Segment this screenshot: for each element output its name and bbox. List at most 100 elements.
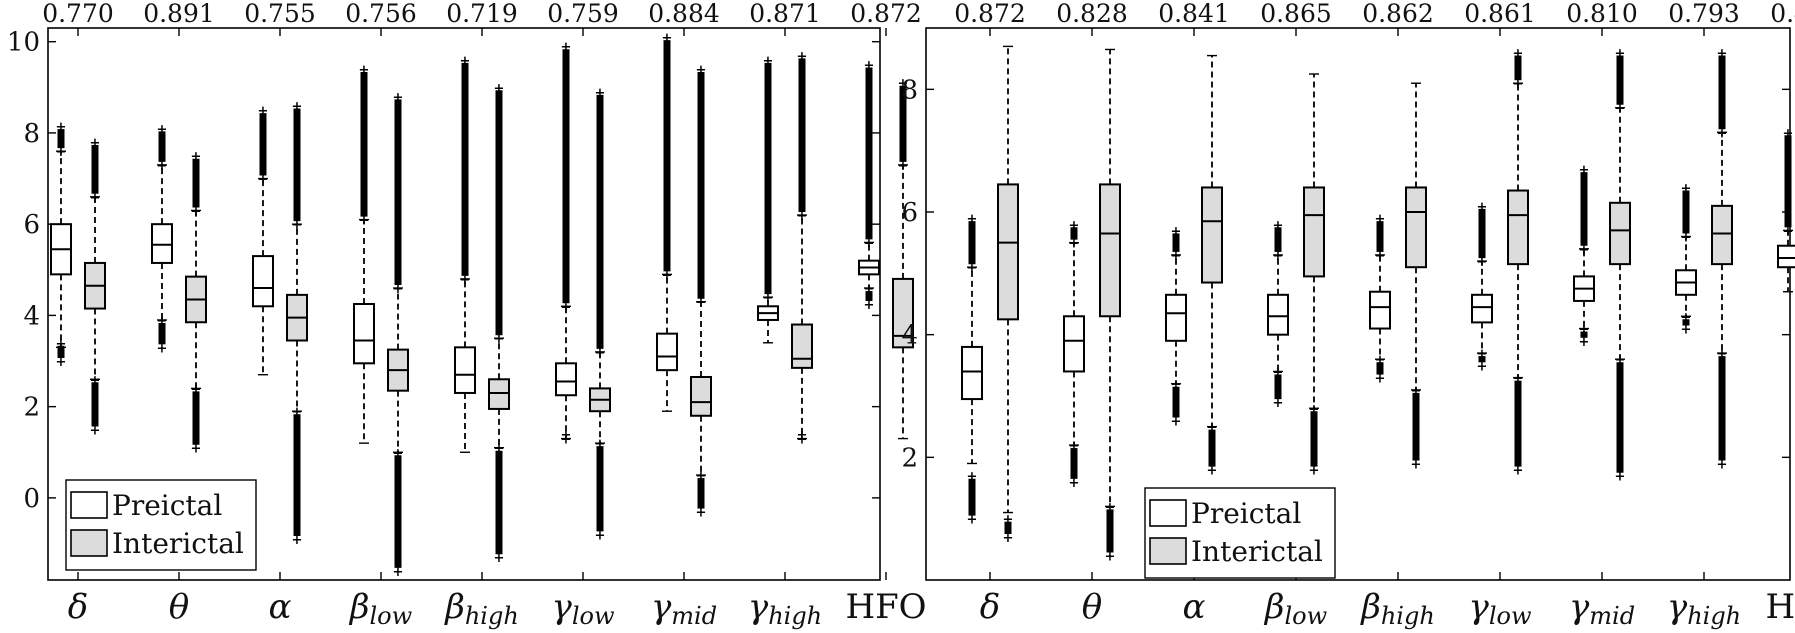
outlier-marker: + [56,120,67,135]
outlier-marker: + [258,173,269,188]
x-category-label: δ [980,587,1000,627]
auc-value-label: 0.473 [1770,0,1795,28]
outlier-marker: + [1513,464,1524,479]
outlier-marker: + [292,533,303,548]
outlier-marker: + [696,469,707,484]
auc-value-label: 0.872 [850,0,922,28]
outlier-marker: + [393,565,404,580]
auc-value-label: 0.759 [547,0,619,28]
legend: Preictal Interictal [1144,487,1336,579]
outlier-marker: + [90,136,101,151]
outlier-marker: + [561,433,572,448]
outlier-marker: + [696,63,707,78]
outlier-marker: + [1207,421,1218,436]
left-boxplot-panel: 0 2 4 6 8 100.770 δ + + + + + + + +0.891 θ + + + + + + + +0.755… [7,0,927,630]
preictal-box [1777,244,1795,269]
outlier-marker: + [1309,402,1320,417]
outlier-marker: + [662,268,673,283]
outlier-marker: + [967,212,978,227]
interictal-box [1405,186,1427,269]
x-category-label: γhigh [748,587,822,630]
legend: Preictal Interictal [65,479,257,571]
x-category-label: δ [68,587,88,627]
outlier-marker: + [1579,163,1590,178]
outlier-marker: + [595,528,606,543]
y-tick-label: 6 [901,198,918,228]
auc-value-label: 0.756 [345,0,417,28]
outlier-marker: + [1411,384,1422,399]
preictal-box [1471,293,1493,324]
y-tick-label: 8 [901,75,918,105]
outlier-marker: + [1375,372,1386,387]
legend-label: Interictal [112,527,244,560]
preictal-box [1165,293,1187,342]
preictal-box [1063,315,1085,373]
outlier-marker: + [1615,353,1626,368]
legend-swatch-preictal [1149,499,1187,527]
x-category-label: βhigh [443,587,519,630]
outlier-marker: + [191,442,202,457]
preictal-box [454,346,476,394]
x-category-label: α [269,587,292,627]
outlier-marker: + [1411,457,1422,472]
auc-value-label: 0.872 [954,0,1026,28]
y-tick-label: 0 [23,484,40,514]
auc-value-label: 0.871 [749,0,821,28]
x-category-label: γlow [1469,587,1532,630]
preictal-box [252,255,274,308]
legend-label: Interictal [1191,535,1323,568]
outlier-marker: + [494,332,505,347]
outlier-marker: + [763,291,774,306]
outlier-marker: + [56,337,67,352]
x-category-label: θ [1082,587,1102,627]
outlier-marker: + [1171,415,1182,430]
outlier-marker: + [1615,470,1626,485]
auc-value-label: 0.810 [1566,0,1638,28]
auc-value-label: 0.770 [42,0,114,28]
outlier-marker: + [662,31,673,46]
outlier-marker: + [1171,224,1182,239]
x-category-label: βlow [348,587,413,630]
outlier-marker: + [292,100,303,115]
y-tick-label: 6 [23,210,40,240]
outlier-marker: + [56,355,67,370]
outlier-marker: + [1309,464,1320,479]
outlier-marker: + [864,282,875,297]
outlier-marker: + [1273,396,1284,411]
interictal-box [1711,204,1733,266]
outlier-marker: + [292,405,303,420]
outlier-marker: + [864,58,875,73]
auc-value-label: 0.861 [1464,0,1536,28]
outlier-marker: + [494,81,505,96]
outlier-marker: + [864,236,875,251]
y-tick-label: 4 [901,321,918,351]
outlier-marker: + [1105,500,1116,515]
outlier-marker: + [797,209,808,224]
auc-value-label: 0.862 [1362,0,1434,28]
x-category-label: γhigh [1667,587,1741,630]
outlier-marker: + [595,86,606,101]
outlier-marker: + [1513,372,1524,387]
x-category-label: HFO [1765,587,1795,627]
interictal-box [1201,186,1223,284]
outlier-marker: + [90,423,101,438]
outlier-marker: + [157,314,168,329]
outlier-marker: + [595,437,606,452]
right-boxplot-panel: 24680.872δ++++++0.828θ++++++0.841α++++++… [901,0,1795,630]
outlier-marker: + [157,159,168,174]
outlier-marker: + [460,54,471,69]
y-tick-label: 4 [23,301,40,331]
outlier-marker: + [1069,439,1080,454]
outlier-marker: + [157,122,168,137]
y-tick-label: 8 [23,119,40,149]
outlier-marker: + [1717,347,1728,362]
interictal-box [997,183,1019,321]
interictal-box [1099,183,1121,318]
outlier-marker: + [393,90,404,105]
preictal-box [1369,290,1391,330]
x-category-label: γmid [1569,587,1635,630]
outlier-marker: + [898,77,909,92]
outlier-marker: + [258,104,269,119]
legend-label: Preictal [1191,497,1301,530]
